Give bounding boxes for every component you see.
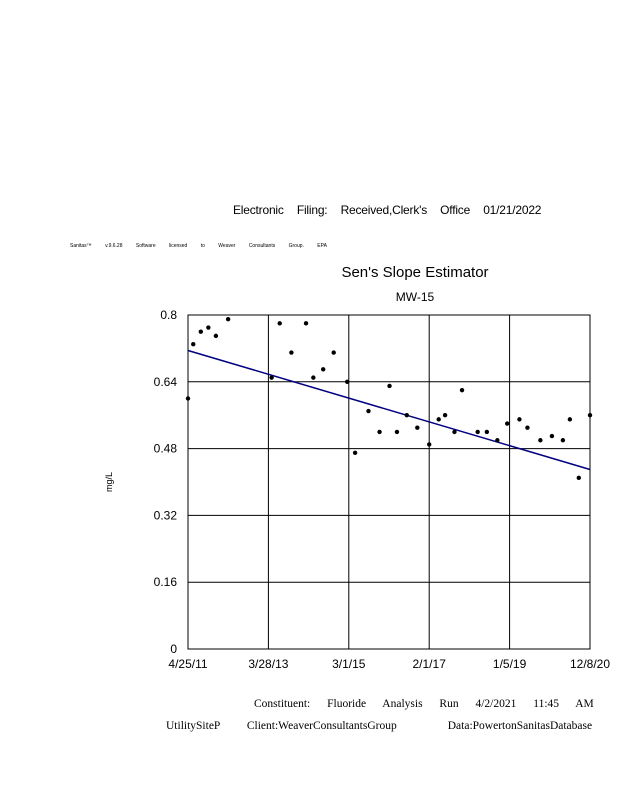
y-axis-label: mg/L	[104, 472, 114, 492]
data-point	[213, 333, 219, 339]
data-point	[538, 438, 543, 443]
data-point	[225, 316, 231, 322]
x-tick-label: 2/1/17	[413, 657, 447, 671]
y-tick-label: 0.16	[154, 575, 178, 589]
data-point	[459, 387, 465, 393]
client-name: Client:WeaverConsultantsGroup	[246, 720, 397, 732]
data-point	[269, 375, 274, 380]
x-tick-label: 3/1/15	[332, 657, 366, 671]
data-point	[525, 425, 530, 430]
data-point	[331, 350, 336, 355]
data-point	[427, 442, 432, 447]
data-point	[442, 413, 448, 418]
x-tick-label: 1/5/19	[493, 657, 527, 671]
data-point	[352, 450, 358, 455]
data-point	[587, 413, 593, 418]
chart-title: Sen's Slope Estimator	[341, 264, 489, 281]
data-point	[387, 383, 392, 389]
x-tick-label: 12/8/20	[570, 657, 610, 671]
chart-subtitle: MW-15	[395, 290, 435, 304]
data-point	[560, 438, 566, 443]
data-point	[303, 321, 309, 326]
y-tick-label: 0.8	[160, 308, 177, 322]
x-tick-label: 3/28/13	[248, 657, 288, 671]
data-point	[549, 433, 555, 439]
data-point	[517, 417, 522, 422]
data-point	[320, 367, 326, 372]
filing-stamp: Electronic Filing: Received,Clerk's Offi…	[233, 203, 542, 217]
data-point	[394, 429, 400, 435]
data-point	[415, 425, 420, 430]
plot-frame	[187, 314, 591, 650]
data-point	[344, 379, 350, 384]
y-tick-label: 0	[170, 642, 177, 656]
data-point	[198, 329, 204, 334]
data-point	[289, 350, 294, 355]
sens-slope-trend-line	[187, 349, 591, 471]
data-point	[404, 413, 409, 418]
data-point	[366, 408, 371, 414]
data-point	[484, 429, 490, 435]
data-point	[495, 438, 500, 443]
y-tick-label: 0.48	[154, 442, 178, 456]
y-tick-label: 0.32	[154, 508, 178, 522]
data-point	[436, 417, 441, 422]
data-point	[185, 396, 191, 401]
x-tick-label: 4/25/11	[168, 657, 207, 671]
data-point	[277, 321, 282, 326]
data-point	[191, 342, 196, 347]
data-point	[452, 429, 457, 435]
data-point	[567, 417, 573, 422]
site-name: UtilitySiteP	[166, 720, 221, 732]
data-point	[377, 429, 382, 435]
data-point	[576, 475, 581, 481]
data-point	[311, 375, 316, 380]
data-point	[206, 325, 211, 330]
footer-site-line: UtilitySiteP Client:WeaverConsultantsGro…	[166, 720, 592, 732]
y-tick-label: 0.64	[154, 375, 178, 389]
constituent-line: Constituent: Fluoride Analysis Run 4/2/2…	[254, 698, 594, 710]
software-license-line: Sanitas™ v.9.6.28 Software licensed to W…	[70, 243, 327, 249]
data-source: Data:PowertonSanitasDatabase	[447, 720, 593, 732]
data-point	[504, 421, 510, 426]
data-point	[475, 429, 480, 435]
